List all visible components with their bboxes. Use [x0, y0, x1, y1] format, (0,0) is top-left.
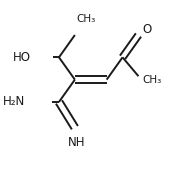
Text: CH₃: CH₃: [142, 75, 161, 85]
Text: O: O: [142, 22, 151, 35]
Text: H₂N: H₂N: [2, 95, 25, 108]
Text: NH: NH: [68, 136, 85, 149]
Text: CH₃: CH₃: [77, 14, 96, 24]
Text: HO: HO: [13, 51, 31, 64]
